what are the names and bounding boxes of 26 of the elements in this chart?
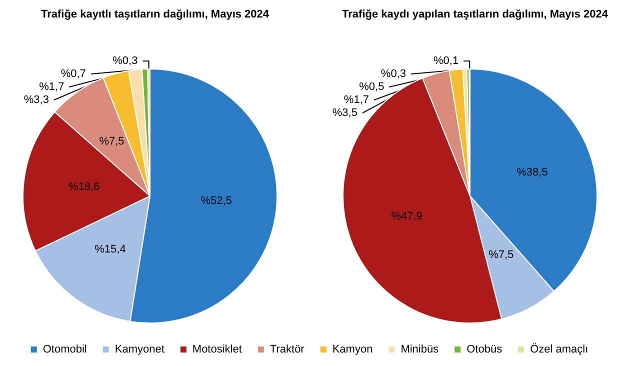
data-label: %47,9 — [391, 210, 422, 223]
chart-title: Trafiğe kayıtlı taşıtların dağılımı, Mayıs 2024 — [40, 8, 270, 20]
legend-label: Minibüs — [400, 344, 440, 356]
legend-label: Otomobil — [42, 344, 87, 356]
data-label: %0,5 — [359, 81, 384, 93]
data-label: %0,3 — [380, 68, 406, 80]
legend-label: Otobüs — [466, 344, 503, 356]
data-label: %7,5 — [99, 136, 124, 148]
data-label: %1,7 — [344, 94, 370, 106]
data-label: %1,7 — [39, 81, 64, 94]
data-label: %0,1 — [434, 55, 459, 67]
data-label: %15,4 — [94, 243, 126, 256]
legend-label: Özel amaçlı — [530, 342, 588, 356]
chart-title: Trafiğe kaydı yapılan taşıtların dağılımı, Mayıs 2024 — [342, 8, 609, 20]
data-label: %52,5 — [200, 195, 232, 208]
data-label: %18,6 — [68, 180, 100, 193]
data-label: %3,5 — [332, 107, 358, 119]
data-label: %0,3 — [112, 55, 138, 68]
data-label: %38,5 — [516, 166, 548, 178]
data-label: %7,5 — [488, 248, 514, 261]
data-label: %0,7 — [60, 68, 86, 80]
data-label: %3,3 — [24, 94, 49, 106]
legend-label: Motosiklet — [192, 344, 242, 356]
legend-label: Kamyonet — [114, 344, 164, 356]
legend-label: Traktör — [270, 344, 305, 356]
legend-label: Kamyon — [332, 344, 373, 356]
